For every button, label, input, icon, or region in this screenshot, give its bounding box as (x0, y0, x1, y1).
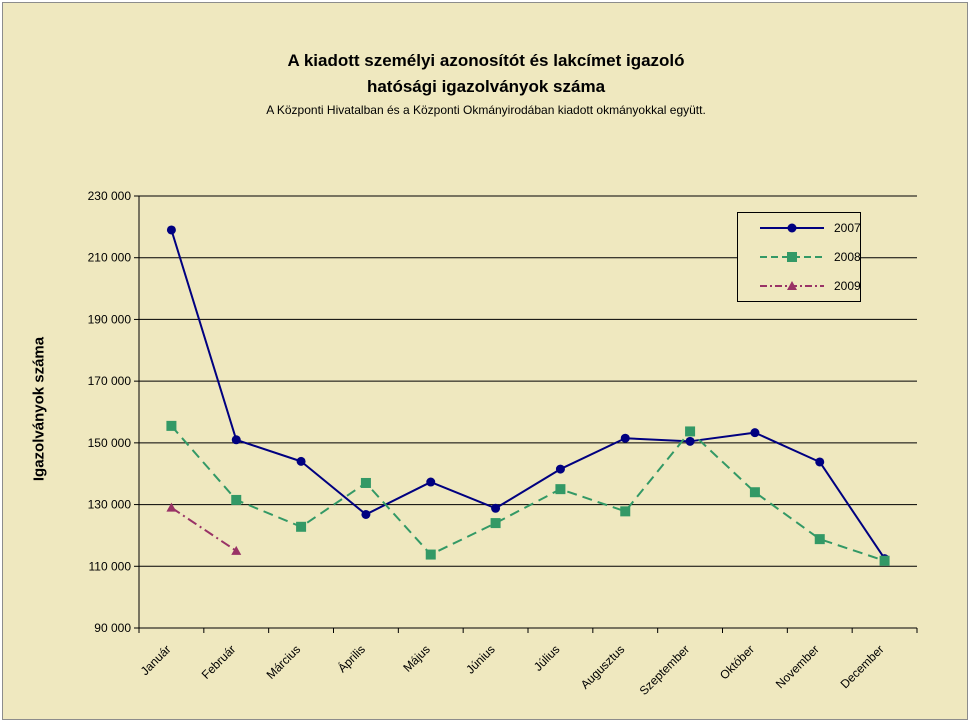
series-line-2009 (170, 506, 237, 552)
data-point-2007 (815, 457, 825, 467)
data-point-2007 (361, 509, 371, 519)
series-line-2007 (170, 229, 886, 560)
legend-label-2008: 2008 (834, 250, 861, 264)
data-point-2007 (750, 428, 760, 438)
data-point-2007 (426, 477, 436, 487)
legend-label-2009: 2009 (834, 279, 861, 293)
data-point-2008 (231, 494, 242, 505)
data-point-2009 (166, 502, 177, 512)
legend-marker-2007 (787, 223, 797, 233)
legend-marker-2009 (787, 281, 797, 290)
data-point-2007 (296, 456, 306, 466)
chart-title-line-2: hatósági igazolványok száma (366, 77, 606, 96)
data-point-2007 (166, 225, 176, 235)
x-tick-label: Január (138, 642, 174, 678)
data-point-2007 (491, 503, 501, 513)
legend-label-2007: 2007 (834, 221, 861, 235)
y-tick-label: 210 000 (88, 251, 132, 265)
y-tick-label: 230 000 (88, 189, 132, 203)
x-tick-label: November (773, 642, 822, 691)
data-point-2009 (231, 545, 242, 555)
data-point-2008 (425, 549, 436, 560)
data-point-2007 (555, 464, 565, 474)
y-tick-label: 190 000 (88, 312, 132, 326)
x-tick-label: Július (531, 642, 563, 674)
y-tick-label: 90 000 (94, 621, 131, 635)
data-point-2008 (490, 518, 501, 529)
x-tick-label: Október (717, 642, 757, 682)
x-tick-label: Május (400, 642, 433, 675)
legend-item-2007: 2007 (738, 218, 861, 238)
x-tick-label: Április (334, 642, 368, 676)
x-tick-label: Augusztus (578, 642, 628, 692)
legend-swatch-2007 (760, 223, 824, 233)
data-point-2008 (814, 534, 825, 545)
data-point-2007 (620, 433, 630, 443)
x-tick-label: December (838, 642, 887, 691)
x-tick-label: Március (264, 642, 304, 682)
data-point-2008 (296, 521, 307, 532)
y-tick-label: 110 000 (89, 559, 132, 573)
legend-item-2009: 2009 (738, 276, 861, 296)
data-point-2008 (166, 420, 177, 431)
y-tick-label: 150 000 (88, 436, 132, 450)
y-tick-label: 170 000 (88, 374, 132, 388)
data-point-2008 (620, 506, 631, 517)
x-tick-label: Június (463, 642, 497, 676)
series-line-2008 (170, 425, 885, 562)
x-tick-label: Február (199, 642, 239, 682)
data-point-2008 (685, 426, 696, 437)
chart-title: A kiadott személyi azonosítót és lakcíme… (287, 51, 685, 70)
legend: 2007 2008 2009 (737, 212, 861, 302)
chart-subtitle: A Központi Hivatalban és a Központi Okmá… (266, 103, 706, 117)
y-axis-label: Igazolványok száma (30, 336, 48, 482)
legend-swatch-2008 (760, 252, 824, 262)
data-point-2007 (231, 435, 241, 445)
y-tick-label: 130 000 (88, 498, 132, 512)
legend-item-2008: 2008 (738, 247, 861, 267)
data-point-2008 (555, 484, 566, 495)
x-tick-label: Szeptember (637, 642, 693, 698)
legend-marker-2008 (787, 252, 797, 262)
legend-swatch-2009 (760, 281, 824, 290)
data-point-2008 (749, 487, 760, 498)
data-point-2008 (360, 477, 371, 488)
data-point-2007 (685, 436, 695, 446)
data-point-2008 (879, 555, 890, 566)
